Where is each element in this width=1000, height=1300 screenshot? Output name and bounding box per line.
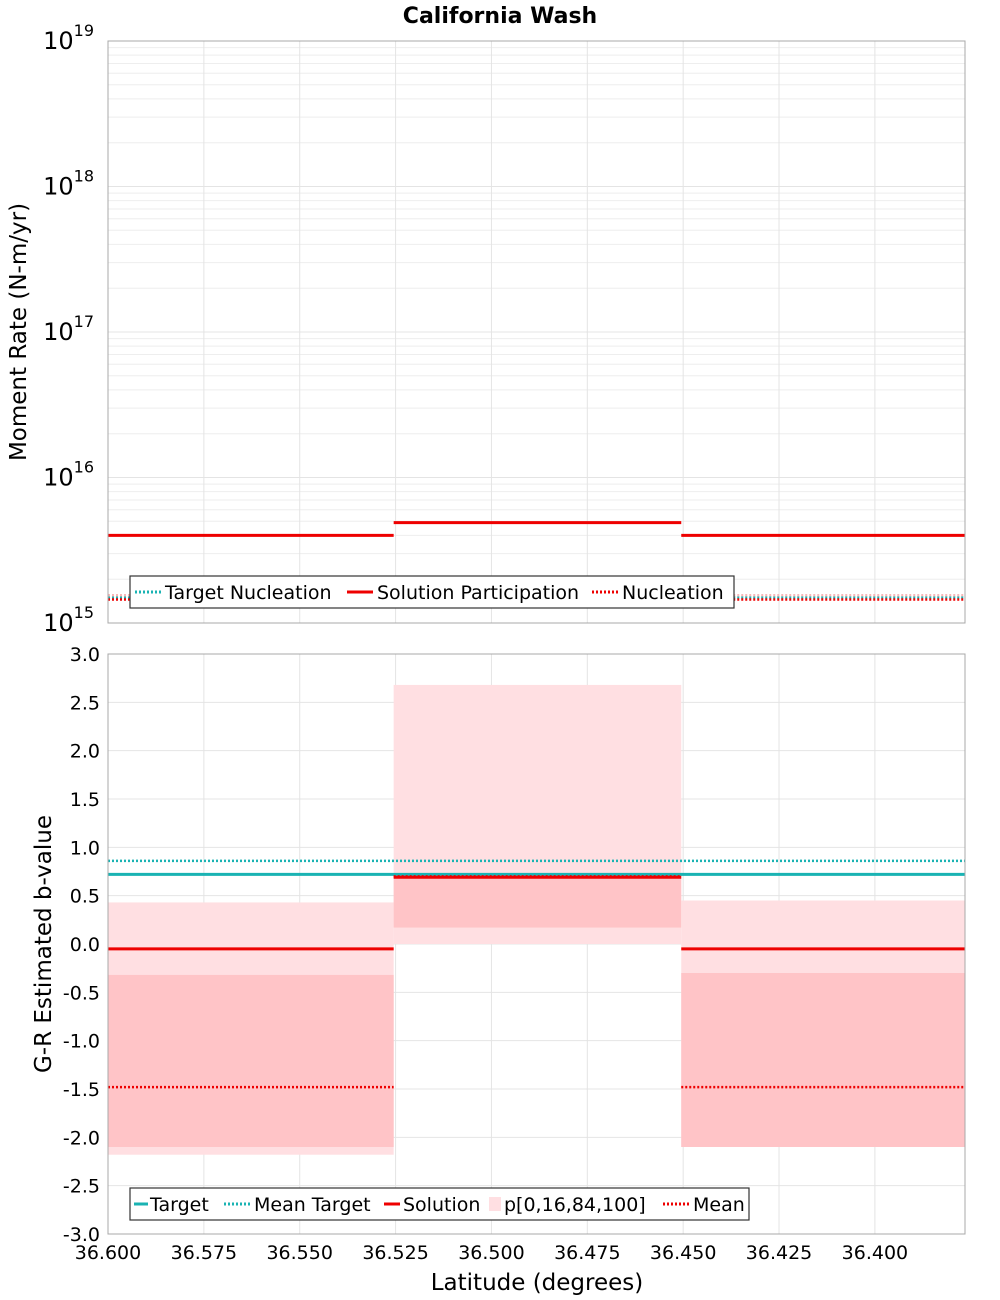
bottom-y-axis-label: G-R Estimated b-value bbox=[31, 815, 57, 1073]
chart-title: California Wash bbox=[403, 4, 597, 29]
bottom-legend-label: Solution bbox=[403, 1194, 480, 1216]
top-y-tick-base: 10 bbox=[43, 318, 74, 346]
bottom-y-tick-label: 0.5 bbox=[70, 886, 100, 908]
x-tick-label: 36.400 bbox=[842, 1242, 908, 1264]
x-tick-label: 36.500 bbox=[458, 1242, 524, 1264]
percentile-band-inner bbox=[108, 974, 394, 1147]
top-y-tick-label: 1019 bbox=[43, 21, 94, 55]
x-tick-label: 36.475 bbox=[554, 1242, 620, 1264]
bottom-y-tick-label: -2.5 bbox=[63, 1176, 100, 1198]
bottom-y-tick-label: 2.5 bbox=[70, 692, 100, 714]
bottom-plot: 3.0 2.5 2.0 1.5 1.0 0.5 0.0 -0.5 -1.0 -1.5 -2.0 -2.… bbox=[31, 644, 966, 1296]
bottom-legend-label: Target bbox=[149, 1194, 209, 1216]
top-legend-label: Nucleation bbox=[622, 582, 724, 604]
bottom-legend-label: Mean Target bbox=[254, 1194, 371, 1216]
bottom-y-tick-label: 1.0 bbox=[70, 837, 100, 859]
bottom-y-tick-label: 1.5 bbox=[70, 789, 100, 811]
top-legend-label: Solution Participation bbox=[377, 582, 579, 604]
top-y-tick-label: 1016 bbox=[43, 458, 94, 492]
top-y-tick-label: 1018 bbox=[43, 167, 94, 201]
top-y-tick-exponent: 17 bbox=[74, 312, 94, 331]
x-axis-label: Latitude (degrees) bbox=[431, 1270, 644, 1296]
bottom-y-tick-label: 0.0 bbox=[70, 934, 100, 956]
top-y-tick-base: 10 bbox=[43, 609, 74, 637]
top-series bbox=[108, 521, 965, 601]
top-y-tick-exponent: 16 bbox=[74, 458, 94, 477]
top-legend: Target Nucleation Solution Participation N… bbox=[129, 575, 735, 609]
bottom-series bbox=[108, 859, 965, 1089]
x-tick-label: 36.525 bbox=[362, 1242, 428, 1264]
x-tick-label: 36.450 bbox=[650, 1242, 716, 1264]
bottom-legend-swatch bbox=[489, 1197, 501, 1211]
top-y-tick-exponent: 19 bbox=[74, 21, 94, 40]
top-y-tick-exponent: 15 bbox=[74, 603, 94, 622]
top-y-axis-label: Moment Rate (N-m/yr) bbox=[6, 203, 32, 461]
top-y-tick-label: 1015 bbox=[43, 603, 94, 637]
x-tick-label: 36.600 bbox=[75, 1242, 141, 1264]
bottom-legend-label: Mean bbox=[693, 1194, 745, 1216]
bottom-legend: Target Mean Target Solution p[0,16,84,100] M… bbox=[129, 1187, 750, 1221]
bottom-y-tick-label: -2.0 bbox=[63, 1127, 100, 1149]
bottom-y-tick-label: -1.5 bbox=[63, 1079, 100, 1101]
bottom-y-tick-label: 2.0 bbox=[70, 741, 100, 763]
bottom-y-tick-label: -0.5 bbox=[63, 982, 100, 1004]
x-tick-label: 36.575 bbox=[171, 1242, 237, 1264]
top-legend-box bbox=[129, 575, 735, 609]
x-ticks: 36.600 36.575 36.550 36.525 36.500 36.475 36.4… bbox=[75, 1242, 908, 1264]
top-y-tick-exponent: 18 bbox=[74, 167, 94, 186]
top-y-tick-base: 10 bbox=[43, 27, 74, 55]
bottom-legend-label: p[0,16,84,100] bbox=[504, 1194, 646, 1216]
top-y-tick-label: 1017 bbox=[43, 312, 94, 346]
bottom-y-tick-label: -3.0 bbox=[63, 1224, 100, 1246]
top-y-tick-base: 10 bbox=[43, 173, 74, 201]
bottom-y-tick-label: 3.0 bbox=[70, 644, 100, 666]
bottom-y-ticks: 3.0 2.5 2.0 1.5 1.0 0.5 0.0 -0.5 -1.0 -1.5 -2.0 -2.… bbox=[63, 644, 100, 1246]
top-y-tick-base: 10 bbox=[43, 464, 74, 492]
bottom-y-tick-label: -1.0 bbox=[63, 1031, 100, 1053]
bottom-plot-frame bbox=[107, 653, 966, 1235]
top-plot-frame bbox=[107, 40, 966, 624]
top-legend-label: Target Nucleation bbox=[164, 582, 332, 604]
percentile-band-inner bbox=[393, 873, 682, 928]
bottom-percentile-bands bbox=[108, 684, 965, 1155]
x-tick-label: 36.550 bbox=[266, 1242, 332, 1264]
percentile-band-inner bbox=[681, 973, 965, 1147]
x-tick-label: 36.425 bbox=[746, 1242, 812, 1264]
